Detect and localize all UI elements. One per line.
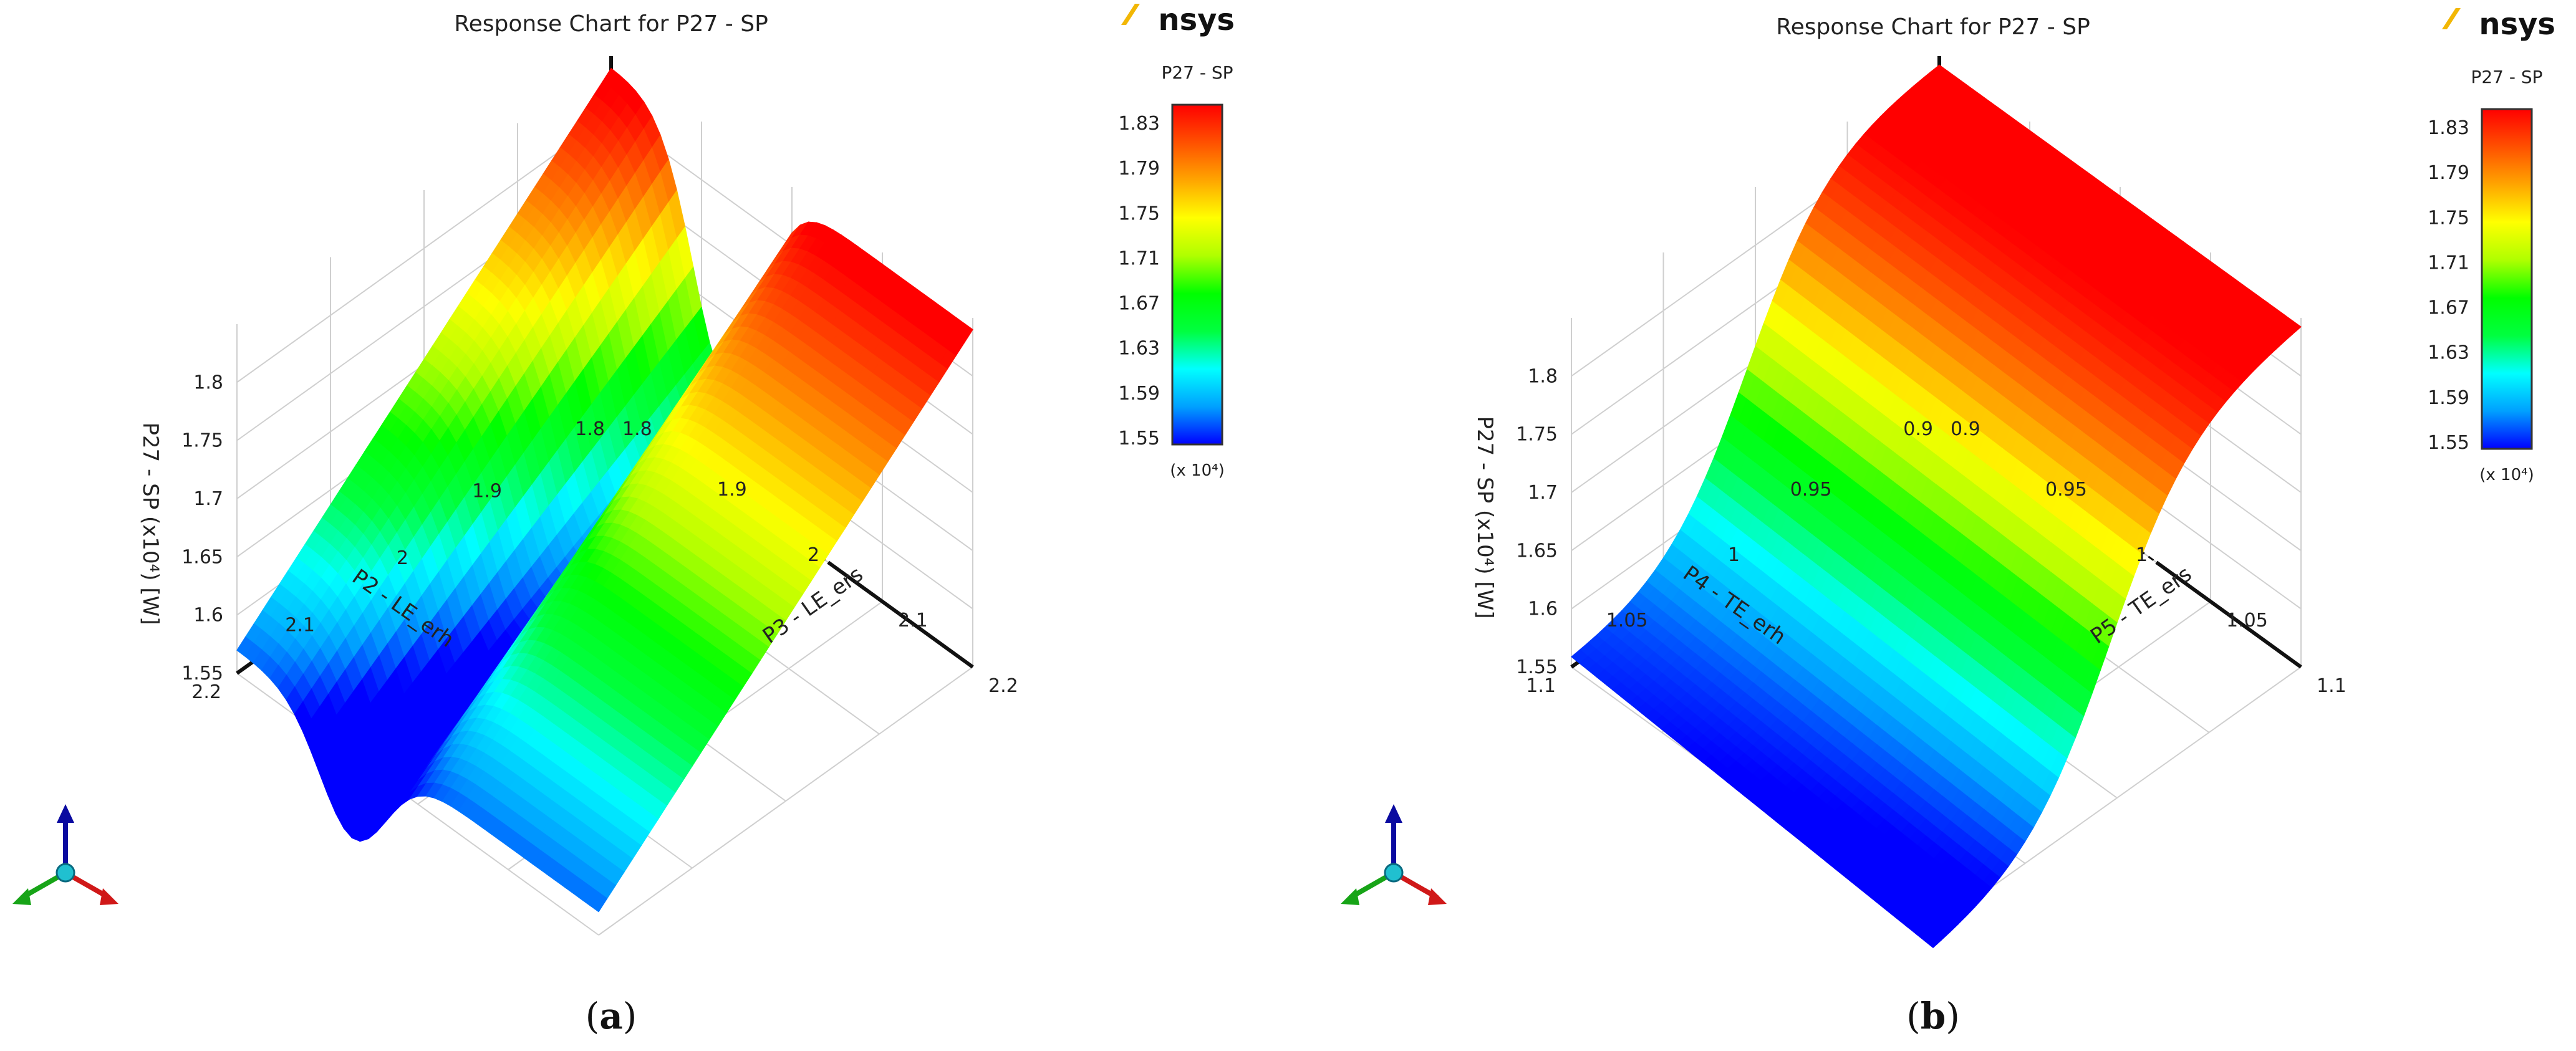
grid-line	[1932, 666, 2302, 929]
triad-origin	[1384, 863, 1404, 883]
z-tick-label: 1.7	[1528, 482, 1558, 504]
z-tick-label: 1.6	[193, 605, 223, 626]
color-legend: P27 - SP 1.83 1.79 1.75 1.71 1.67 1.63 1.59 1.55…	[2428, 67, 2542, 484]
panel-caption: (a)	[586, 995, 637, 1037]
legend-scale-label: (x 10⁴)	[2479, 466, 2534, 484]
y-axis-line	[2155, 560, 2302, 669]
x-tick-label: 2.1	[285, 615, 315, 636]
x-tick-label: 0.95	[1790, 479, 1832, 501]
z-tick-label: 1.65	[1516, 540, 1558, 562]
z-tick-label: 1.7	[193, 488, 223, 510]
chart-title: Response Chart for P27 - SP	[454, 11, 768, 37]
legend-title: P27 - SP	[2471, 67, 2542, 87]
z-tick-label: 1.75	[1516, 424, 1558, 446]
legend-tick-label: 1.63	[1118, 338, 1160, 360]
logo-wordmark: nsys	[2479, 7, 2555, 42]
x-tick-label: 1	[1728, 544, 1740, 566]
triad-z-arrow	[1385, 804, 1402, 823]
grid-line	[598, 666, 973, 936]
legend-tick-label: 1.83	[1118, 113, 1160, 135]
legend-tick-label: 1.71	[1118, 247, 1160, 269]
x-tick-label: 1.05	[1606, 610, 1648, 631]
y-tick-label: 1	[2136, 544, 2148, 566]
x-tick-label: 2	[397, 547, 408, 569]
z-axis-title: P27 - SP (x10⁴) [W]	[1472, 416, 1497, 618]
response-surface	[1571, 64, 2302, 948]
legend-tick-label: 1.59	[2428, 387, 2469, 409]
legend-title: P27 - SP	[1161, 62, 1233, 83]
logo-slash	[1121, 4, 1140, 25]
color-legend: P27 - SP 1.83 1.79 1.75 1.71 1.67 1.63 1.59 1.55…	[1118, 62, 1233, 480]
z-tick-label: 1.8	[1528, 365, 1558, 387]
chart-panel-a: 1.55 1.6 1.65 1.7 1.75 1.8 1.8 1.9 2 2.1 2.2 1.8 1.9…	[12, 2, 1235, 1037]
legend-tick-label: 1.67	[1118, 293, 1160, 315]
axes-triad-icon	[12, 804, 118, 905]
caption-text: (a)	[586, 995, 637, 1037]
z-axis-title: P27 - SP (x10⁴) [W]	[138, 422, 163, 625]
y-tick-label: 1.9	[717, 479, 747, 501]
surface-patch	[589, 892, 608, 913]
triad-z-arrow	[57, 804, 74, 823]
caption-text: (b)	[1906, 995, 1960, 1037]
ansys-logo: nsys	[2442, 7, 2555, 42]
z-tick-label: 1.6	[1528, 598, 1558, 620]
legend-scale-label: (x 10⁴)	[1170, 461, 1224, 480]
legend-tick-label: 1.83	[2428, 117, 2469, 139]
z-tick-label: 1.8	[193, 372, 223, 393]
x-tick-label: 1.8	[575, 418, 605, 440]
z-tick-label: 1.65	[181, 546, 223, 568]
legend-colorbar	[2481, 108, 2533, 450]
z-tick-label: 1.75	[181, 430, 223, 452]
legend-tick-label: 1.79	[2428, 162, 2469, 184]
y-tick-label: 2.1	[898, 610, 928, 631]
triad-origin	[55, 863, 75, 883]
triad-x-arrow	[100, 888, 118, 905]
legend-colorbar	[1171, 103, 1223, 446]
y-tick-label: 1.8	[622, 418, 652, 440]
y-tick-label: 1.05	[2226, 610, 2268, 631]
logo-wordmark: nsys	[1158, 2, 1235, 37]
legend-tick-label: 1.55	[1118, 428, 1160, 449]
axes-triad-icon	[1341, 804, 1447, 905]
legend-tick-label: 1.75	[1118, 203, 1160, 224]
tick-labels: 1.55 1.6 1.65 1.7 1.75 1.8 1.8 1.9 2 2.1 2.2 1.8 1.9…	[181, 372, 1018, 703]
y-tick-label: 0.9	[1951, 418, 1980, 440]
legend-tick-label: 1.63	[2428, 342, 2469, 364]
y-tick-label: 1.1	[2317, 675, 2347, 697]
legend-tick-label: 1.55	[2428, 432, 2469, 454]
z-tick-label: 1.55	[181, 663, 223, 684]
chart-panel-b: 1.55 1.6 1.65 1.7 1.75 1.8 0.9 0.95 1 1.05 1.1 0.9 0…	[1341, 7, 2555, 1037]
x-tick-label: 2.2	[191, 681, 221, 703]
logo-slash	[2442, 8, 2461, 29]
triad-y-arrow	[1341, 888, 1359, 905]
legend-tick-label: 1.79	[1118, 158, 1160, 180]
y-axis-line	[827, 560, 974, 669]
legend-tick-label: 1.59	[1118, 383, 1160, 405]
legend-tick-label: 1.71	[2428, 252, 2469, 274]
chart-title: Response Chart for P27 - SP	[1776, 14, 2090, 40]
triad-y-arrow	[12, 888, 31, 905]
legend-tick-label: 1.67	[2428, 297, 2469, 319]
y-tick-label: 0.95	[2045, 479, 2087, 501]
panel-caption: (b)	[1906, 995, 1960, 1037]
y-tick-label: 2	[808, 544, 819, 566]
x-tick-label: 1.1	[1526, 675, 1556, 697]
ansys-logo: nsys	[1121, 2, 1235, 37]
y-tick-label: 2.2	[988, 675, 1018, 697]
legend-tick-label: 1.75	[2428, 207, 2469, 229]
x-tick-label: 1.9	[472, 481, 502, 502]
x-tick-label: 0.9	[1903, 418, 1933, 440]
response-surface	[236, 67, 973, 913]
triad-x-arrow	[1428, 888, 1447, 905]
